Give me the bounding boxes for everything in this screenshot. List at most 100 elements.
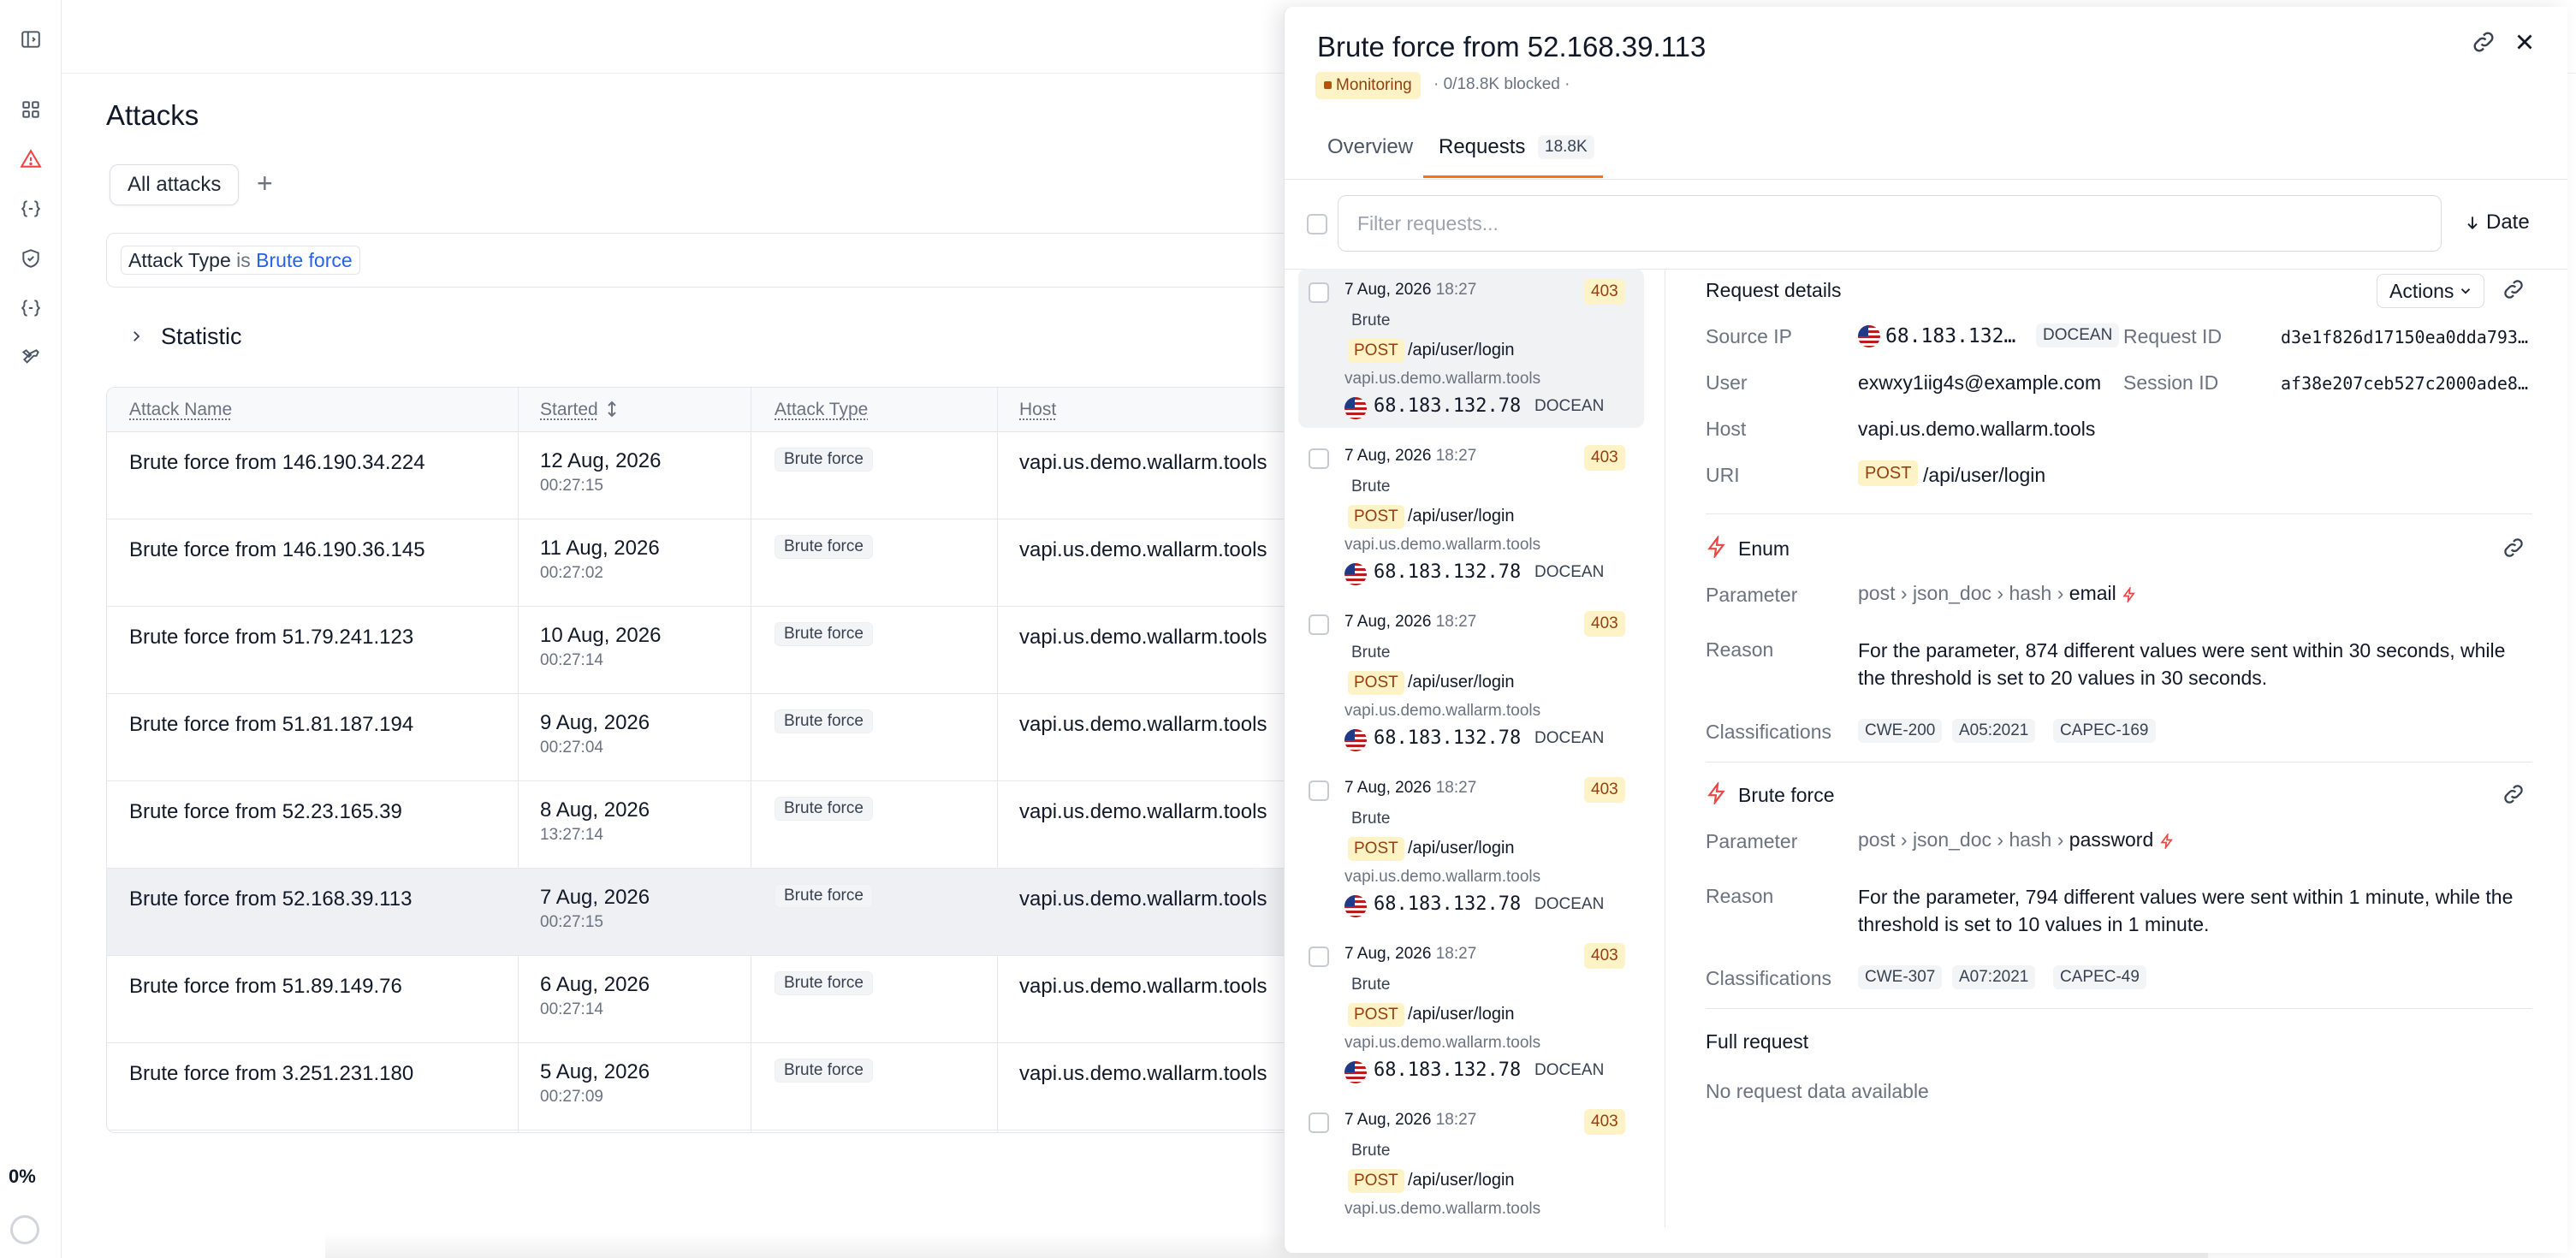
request-date: 7 Aug, 2026 18:27 — [1344, 779, 1477, 797]
sort-date-button[interactable]: Date — [2464, 211, 2530, 234]
threat-link-icon[interactable] — [2502, 536, 2526, 566]
sort-icon[interactable] — [605, 400, 619, 424]
table-row[interactable]: Brute force from 51.89.149.76 6 Aug, 202… — [107, 956, 1389, 1043]
progress-label: 0% — [9, 1166, 36, 1187]
api-braces-icon[interactable] — [14, 192, 48, 226]
request-checkbox[interactable] — [1309, 1113, 1329, 1133]
classification-chip[interactable]: CWE-307 — [1858, 965, 1943, 989]
parameter-path: post › json_doc › hash › password — [1858, 828, 2175, 852]
us-flag-icon — [1858, 325, 1880, 347]
request-type: Brute — [1351, 810, 1391, 828]
uri-path[interactable]: /api/user/login — [1923, 464, 2046, 486]
request-type: Brute — [1351, 644, 1391, 662]
request-checkbox[interactable] — [1309, 946, 1329, 967]
session-id[interactable]: af38e207ceb527c2000ade8… — [2281, 373, 2528, 394]
request-ip: 68.183.132.78 — [1374, 395, 1522, 417]
request-item-selected[interactable]: 7 Aug, 2026 18:27 403 Brute POST /api/us… — [1298, 269, 1644, 428]
bolt-icon — [1706, 534, 1728, 564]
table-row[interactable]: Brute force from 51.79.241.123 10 Aug, 2… — [107, 607, 1389, 694]
classification-chip[interactable]: CAPEC-49 — [2053, 965, 2146, 989]
request-item[interactable]: 7 Aug, 2026 18:27 403 Brute POST /api/us… — [1298, 767, 1644, 926]
requests-count-badge: 18.8K — [1538, 135, 1594, 159]
request-item[interactable]: 7 Aug, 2026 18:27 403 Brute POST /api/us… — [1298, 933, 1644, 1092]
tab-requests[interactable]: Requests — [1439, 135, 1526, 158]
request-id[interactable]: d3e1f826d17150ea0dda793… — [2281, 327, 2528, 347]
method-badge: POST — [1348, 505, 1404, 529]
user-value[interactable]: exwxy1iig4s@example.com — [1858, 371, 2102, 394]
shield-icon[interactable] — [14, 241, 48, 276]
classification-chip[interactable]: A05:2021 — [1952, 719, 2036, 743]
filter-requests-input[interactable]: Filter requests... — [1338, 195, 2442, 252]
request-checkbox[interactable] — [1309, 614, 1329, 635]
column-attack-name[interactable]: Attack Name — [129, 400, 233, 419]
tab-overview[interactable]: Overview — [1327, 135, 1414, 158]
request-path: /api/user/login — [1408, 1171, 1515, 1190]
add-tab-button[interactable]: + — [257, 168, 273, 199]
column-host[interactable]: Host — [1019, 400, 1057, 419]
statistic-toggle[interactable]: Statistic — [128, 323, 242, 350]
request-host: vapi.us.demo.wallarm.tools — [1344, 536, 1541, 554]
table-row[interactable]: Brute force from 51.81.187.194 9 Aug, 20… — [107, 694, 1389, 781]
source-ip-label: Source IP — [1706, 325, 1792, 347]
classifications-label: Classifications — [1706, 721, 1831, 743]
classification-chip[interactable]: CWE-200 — [1858, 719, 1943, 743]
source-ip[interactable]: 68.183.132… — [1885, 325, 2016, 347]
tools-icon[interactable] — [14, 341, 48, 375]
attack-date: 12 Aug, 2026 — [540, 449, 662, 472]
table-row[interactable]: Brute force from 146.190.34.224 12 Aug, … — [107, 432, 1389, 519]
request-item[interactable]: 7 Aug, 2026 18:27 403 Brute POST /api/us… — [1298, 435, 1644, 594]
status-code-badge: 403 — [1584, 445, 1625, 471]
classification-chip[interactable]: CAPEC-169 — [2053, 719, 2156, 743]
request-item[interactable]: 7 Aug, 2026 18:27 403 Brute POST /api/us… — [1298, 1099, 1644, 1227]
page-title: Attacks — [106, 99, 199, 131]
column-attack-type[interactable]: Attack Type — [775, 400, 869, 419]
attack-time: 00:27:14 — [540, 1000, 603, 1018]
host-value[interactable]: vapi.us.demo.wallarm.tools — [1858, 418, 2096, 440]
parameter-path: post › json_doc › hash › email — [1858, 582, 2137, 605]
status-badge: Monitoring — [1315, 72, 1421, 99]
copy-link-icon[interactable] — [2471, 29, 2500, 58]
attack-host: vapi.us.demo.wallarm.tools — [1019, 626, 1267, 649]
table-row[interactable]: Brute force from 3.251.231.180 5 Aug, 20… — [107, 1043, 1389, 1130]
request-date: 7 Aug, 2026 18:27 — [1344, 447, 1477, 465]
request-date: 7 Aug, 2026 18:27 — [1344, 613, 1477, 631]
tab-all-attacks[interactable]: All attacks — [110, 164, 240, 205]
classification-chip[interactable]: A07:2021 — [1952, 965, 2036, 989]
attack-type-badge: Brute force — [775, 884, 873, 908]
request-type: Brute — [1351, 1142, 1391, 1160]
api-specs-icon[interactable] — [14, 291, 48, 325]
list-divider — [1285, 269, 2567, 270]
dashboard-icon[interactable] — [14, 92, 48, 127]
uri-label: URI — [1706, 464, 1740, 486]
table-row[interactable]: Brute force from 146.190.36.145 11 Aug, … — [107, 519, 1389, 607]
sidebar-toggle-icon[interactable] — [14, 22, 48, 56]
parameter-label: Parameter — [1706, 584, 1798, 606]
active-tab-indicator — [1423, 175, 1603, 178]
table-row[interactable]: Brute force from 52.23.165.39 8 Aug, 202… — [107, 781, 1389, 869]
attack-host: vapi.us.demo.wallarm.tools — [1019, 713, 1267, 736]
request-checkbox[interactable] — [1309, 282, 1329, 303]
actions-dropdown[interactable]: Actions — [2377, 274, 2484, 308]
request-path: /api/user/login — [1408, 1005, 1515, 1024]
filter-bar[interactable]: Attack Type is Brute force — [106, 233, 1390, 288]
attack-time: 00:27:15 — [540, 913, 603, 931]
attacks-warning-icon[interactable] — [14, 142, 48, 176]
copy-request-link-icon[interactable] — [2502, 277, 2526, 307]
uri-method-badge: POST — [1858, 460, 1919, 486]
request-checkbox[interactable] — [1309, 780, 1329, 801]
table-row-selected[interactable]: Brute force from 52.168.39.113 7 Aug, 20… — [107, 869, 1389, 956]
attack-time: 00:27:15 — [540, 477, 603, 495]
column-started[interactable]: Started — [540, 400, 598, 419]
threat-link-icon[interactable] — [2502, 782, 2526, 812]
user-label: User — [1706, 371, 1748, 394]
request-ip: 68.183.132.78 — [1374, 1059, 1522, 1081]
attack-host: vapi.us.demo.wallarm.tools — [1019, 451, 1267, 474]
select-all-checkbox[interactable] — [1307, 214, 1327, 234]
attack-type-badge: Brute force — [775, 1059, 873, 1083]
request-checkbox[interactable] — [1309, 448, 1329, 469]
attack-name: Brute force from 3.251.231.180 — [129, 1062, 414, 1085]
attack-name: Brute force from 51.79.241.123 — [129, 626, 414, 649]
request-item[interactable]: 7 Aug, 2026 18:27 403 Brute POST /api/us… — [1298, 601, 1644, 760]
close-icon[interactable] — [2512, 29, 2541, 58]
filter-chip[interactable]: Attack Type is Brute force — [121, 246, 360, 275]
